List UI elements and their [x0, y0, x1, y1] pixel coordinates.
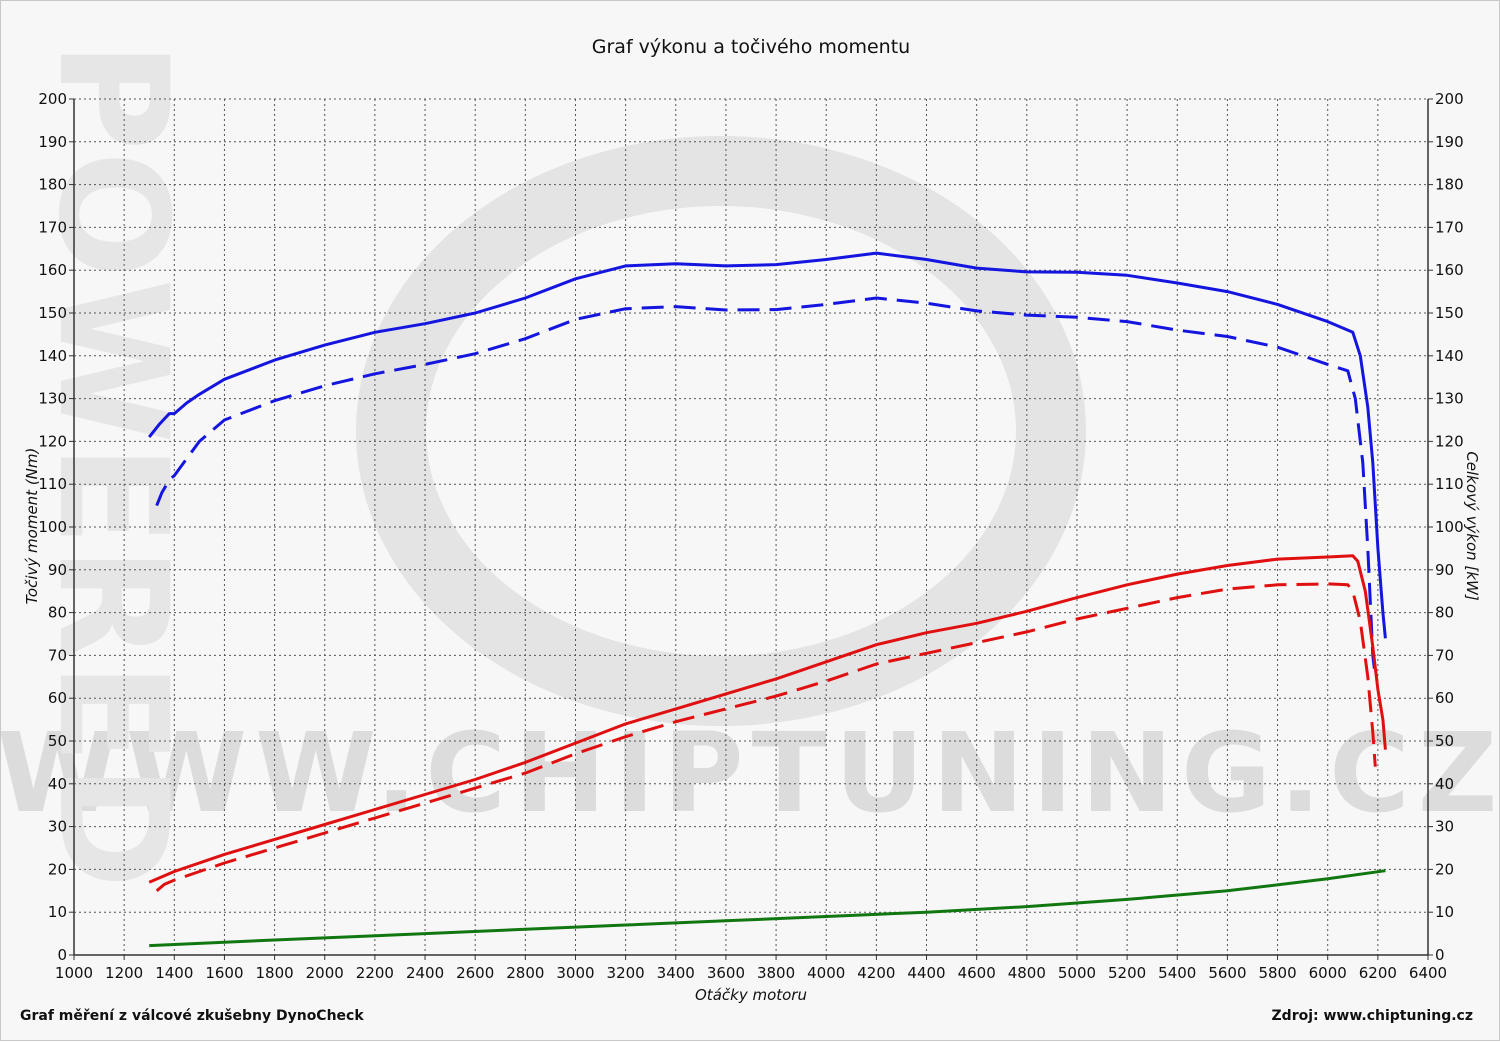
y-left-tick-label: 90	[48, 561, 67, 579]
y-right-tick-label: 50	[1435, 732, 1454, 750]
y-left-tick-label: 110	[38, 475, 67, 493]
x-tick-label: 4200	[857, 964, 895, 982]
x-tick-label: 2000	[306, 964, 344, 982]
y-left-tick-label: 120	[38, 432, 67, 450]
y-axis-right-label: Celkový výkon [kW]	[1463, 451, 1481, 601]
y-right-tick-label: 100	[1435, 518, 1464, 536]
x-tick-labels: 1000 1200 1400 1600 1800 2000 2200 2400 2600 2800…	[55, 964, 1447, 982]
x-tick-label: 3600	[707, 964, 745, 982]
y-left-tick-label: 40	[48, 775, 67, 793]
y-left-tick-label: 80	[48, 604, 67, 622]
x-tick-label: 1400	[155, 964, 193, 982]
y-right-tick-labels: 0 10 20 30 40 50 60 70 80 90 100 110 120 130 140 150 160…	[1435, 90, 1464, 964]
axes	[69, 98, 1433, 960]
x-tick-label: 5600	[1208, 964, 1246, 982]
y-left-tick-label: 170	[38, 218, 67, 236]
x-tick-label: 6000	[1309, 964, 1347, 982]
y-right-tick-label: 130	[1435, 390, 1464, 408]
series-line-5	[149, 869, 1386, 948]
y-right-tick-label: 70	[1435, 646, 1454, 664]
y-left-tick-label: 180	[38, 176, 67, 194]
x-tick-label: 6200	[1359, 964, 1397, 982]
x-axis-label: Otáčky motoru	[695, 986, 807, 1004]
x-tick-label: 5400	[1158, 964, 1196, 982]
series-line-2	[155, 296, 1377, 677]
y-right-tick-label: 30	[1435, 818, 1454, 836]
y-right-tick-label: 110	[1435, 475, 1464, 493]
watermark-text: WWW.CHIPTUNING.CZ	[1, 709, 1500, 837]
y-left-tick-label: 100	[38, 518, 67, 536]
y-left-tick-labels: 0 10 20 30 40 50 60 70 80 90 100 110 120 130 140 150 160…	[38, 90, 67, 964]
series-lines	[148, 251, 1387, 948]
x-tick-label: 2800	[506, 964, 544, 982]
y-left-tick-label: 160	[38, 261, 67, 279]
y-left-tick-label: 60	[48, 689, 67, 707]
y-right-tick-label: 120	[1435, 432, 1464, 450]
series-line-4	[155, 582, 1377, 892]
x-tick-label: 3400	[657, 964, 695, 982]
x-tick-label: 5000	[1058, 964, 1096, 982]
grid	[74, 98, 1428, 955]
watermark-side-right: POWERED	[1475, 201, 1500, 1042]
x-tick-label: 5200	[1108, 964, 1146, 982]
y-left-tick-label: 20	[48, 860, 67, 878]
y-left-tick-label: 70	[48, 646, 67, 664]
y-axis-left-label: Točivý moment (Nm)	[23, 448, 41, 605]
y-right-tick-label: 200	[1435, 90, 1464, 108]
watermark: WWW.CHIPTUNING.CZ POWERED POWERED	[1, 41, 1500, 1042]
y-right-tick-label: 10	[1435, 903, 1454, 921]
y-left-tick-label: 0	[57, 946, 67, 964]
x-tick-label: 1800	[255, 964, 293, 982]
x-tick-label: 1200	[105, 964, 143, 982]
x-tick-label: 3200	[607, 964, 645, 982]
y-right-tick-label: 190	[1435, 133, 1464, 151]
y-right-tick-label: 180	[1435, 176, 1464, 194]
y-right-tick-label: 140	[1435, 347, 1464, 365]
y-right-tick-label: 150	[1435, 304, 1464, 322]
x-tick-label: 3000	[556, 964, 594, 982]
y-left-tick-label: 130	[38, 390, 67, 408]
y-right-tick-label: 80	[1435, 604, 1454, 622]
watermark-side-left: POWERED	[25, 41, 199, 889]
y-right-tick-label: 90	[1435, 561, 1454, 579]
y-left-tick-label: 190	[38, 133, 67, 151]
x-tick-label: 1600	[205, 964, 243, 982]
x-tick-label: 2400	[406, 964, 444, 982]
x-tick-label: 4000	[807, 964, 845, 982]
footer-left: Graf měření z válcové zkušebny DynoCheck	[20, 1008, 364, 1024]
series-line-1	[148, 251, 1387, 639]
watermark-logo-shape	[356, 136, 1086, 726]
y-left-tick-label: 50	[48, 732, 67, 750]
y-left-tick-label: 140	[38, 347, 67, 365]
y-right-tick-label: 160	[1435, 261, 1464, 279]
x-tick-label: 4600	[958, 964, 996, 982]
y-left-tick-label: 30	[48, 818, 67, 836]
y-left-tick-label: 150	[38, 304, 67, 322]
x-tick-label: 2600	[456, 964, 494, 982]
chart-title: Graf výkonu a točivého momentu	[592, 36, 910, 58]
y-right-tick-label: 0	[1435, 946, 1445, 964]
series-line-3	[148, 554, 1387, 884]
x-tick-label: 1000	[55, 964, 93, 982]
y-right-tick-label: 60	[1435, 689, 1454, 707]
x-tick-label: 4400	[907, 964, 945, 982]
x-tick-label: 2200	[356, 964, 394, 982]
x-tick-label: 4800	[1008, 964, 1046, 982]
x-tick-label: 6400	[1409, 964, 1447, 982]
footer-right: Zdroj: www.chiptuning.cz	[1272, 1008, 1473, 1024]
y-right-tick-label: 20	[1435, 860, 1454, 878]
x-tick-label: 5800	[1258, 964, 1296, 982]
y-left-tick-label: 10	[48, 903, 67, 921]
y-right-tick-label: 170	[1435, 218, 1464, 236]
y-left-tick-label: 200	[38, 90, 67, 108]
x-tick-label: 3800	[757, 964, 795, 982]
y-right-tick-label: 40	[1435, 775, 1454, 793]
